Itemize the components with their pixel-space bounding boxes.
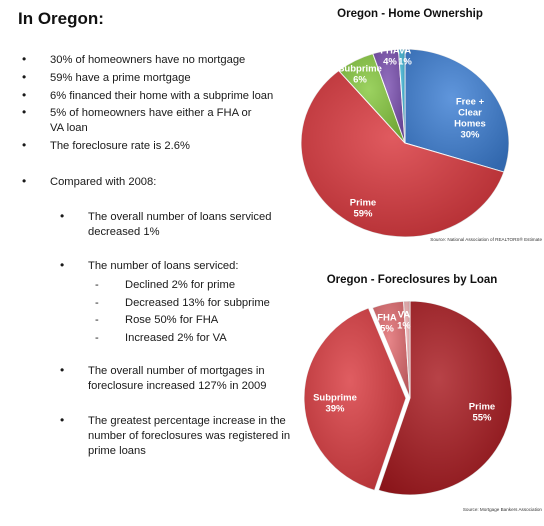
sub-bullet-item: • The greatest percentage increase in th… bbox=[60, 413, 293, 459]
bullet-text: 5% of homeowners have either a FHA or VA… bbox=[50, 107, 252, 134]
chart-source-home-ownership: Source: National Association of REALTORS… bbox=[430, 236, 542, 242]
bullet-dot-icon: • bbox=[22, 70, 27, 84]
bullet-dot-icon: • bbox=[22, 138, 27, 152]
pie-chart-1: Free + Clear Homes 30% Prime 59% Subprime 6%FHA… bbox=[300, 46, 510, 238]
bullet-dot-icon: • bbox=[22, 52, 27, 66]
dash-marker: - bbox=[95, 332, 99, 344]
dash-marker: - bbox=[95, 279, 99, 291]
bullet-text: 30% of homeowners have no mortgage bbox=[50, 54, 246, 66]
bullet-dot-icon: • bbox=[60, 209, 65, 223]
bullet-dot-icon: • bbox=[60, 258, 65, 272]
sub-bullet-text: The overall number of loans serviced dec… bbox=[88, 211, 272, 238]
bullet-item: • Compared with 2008: bbox=[22, 174, 290, 190]
pie-label-subprime: Subprime 6% bbox=[338, 64, 382, 86]
chart-title-foreclosures: Oregon - Foreclosures by Loan bbox=[327, 274, 498, 286]
sub-bullet-item: • The overall number of mortgages in for… bbox=[60, 363, 288, 394]
charts-panel: Oregon - Home Ownership Source: National… bbox=[300, 0, 544, 521]
pie-chart-2: Prime 55% Subprime 39% FHA 5%VA 1% bbox=[303, 300, 513, 496]
sub-bullet-item: • The overall number of loans serviced d… bbox=[60, 209, 288, 240]
dash-item: - Declined 2% for prime bbox=[95, 278, 295, 293]
pie-label-free-clear-homes: Free + Clear Homes 30% bbox=[454, 97, 486, 141]
dash-marker: - bbox=[95, 314, 99, 326]
summary-panel: In Oregon: • 30% of homeowners have no m… bbox=[18, 9, 295, 459]
bullet-dot-icon: • bbox=[22, 88, 27, 102]
bullet-dot-icon: • bbox=[60, 363, 65, 377]
page-heading: In Oregon: bbox=[18, 9, 104, 28]
dash-text: Rose 50% for FHA bbox=[125, 314, 219, 326]
pie-label-prime: Prime 59% bbox=[350, 198, 376, 220]
sub-bullet-text: The overall number of mortgages in forec… bbox=[88, 365, 267, 392]
bullet-text: 59% have a prime mortgage bbox=[50, 72, 191, 84]
dash-text: Decreased 13% for subprime bbox=[125, 297, 270, 309]
pie-label-subprime: Subprime 39% bbox=[313, 393, 357, 415]
bullet-item: • 30% of homeowners have no mortgage bbox=[22, 52, 290, 68]
pie-charts: Oregon - Home Ownership Source: National… bbox=[300, 8, 543, 512]
dash-text: Declined 2% for prime bbox=[125, 279, 236, 291]
bullet-text: Compared with 2008: bbox=[50, 176, 157, 188]
bullet-item: • The foreclosure rate is 2.6% bbox=[22, 138, 290, 154]
bullet-dot-icon: • bbox=[22, 174, 27, 188]
bullet-dot-icon: • bbox=[60, 413, 65, 427]
pie-label-prime: Prime 55% bbox=[469, 402, 495, 424]
bullet-text: 6% financed their home with a subprime l… bbox=[50, 90, 274, 102]
bullet-item: • 6% financed their home with a subprime… bbox=[22, 88, 290, 104]
pie-label-fha: FHA 4% bbox=[380, 46, 400, 68]
chart-source-foreclosures: Source: Mortgage Bankers Association bbox=[463, 507, 543, 512]
pie-label-fha: FHA 5% bbox=[377, 313, 397, 335]
bullet-item: • 59% have a prime mortgage bbox=[22, 70, 290, 86]
bullet-item: • 5% of homeowners have either a FHA or … bbox=[22, 105, 265, 136]
dash-text: Increased 2% for VA bbox=[125, 332, 227, 344]
dash-marker: - bbox=[95, 297, 99, 309]
dash-item: - Increased 2% for VA bbox=[95, 331, 295, 346]
pie-label-va: VA 1% bbox=[398, 46, 412, 68]
bullet-text: The foreclosure rate is 2.6% bbox=[50, 140, 190, 152]
sub-bullet-text: The greatest percentage increase in the … bbox=[88, 415, 291, 457]
chart-title-home-ownership: Oregon - Home Ownership bbox=[337, 8, 483, 20]
bullet-dot-icon: • bbox=[22, 105, 27, 119]
dash-item: - Decreased 13% for subprime bbox=[95, 296, 295, 311]
pie-label-va: VA 1% bbox=[397, 310, 411, 332]
sub-bullet-item: • The number of loans serviced: bbox=[60, 258, 288, 274]
sub-bullet-text: The number of loans serviced: bbox=[88, 260, 239, 272]
dash-item: - Rose 50% for FHA bbox=[95, 313, 295, 328]
